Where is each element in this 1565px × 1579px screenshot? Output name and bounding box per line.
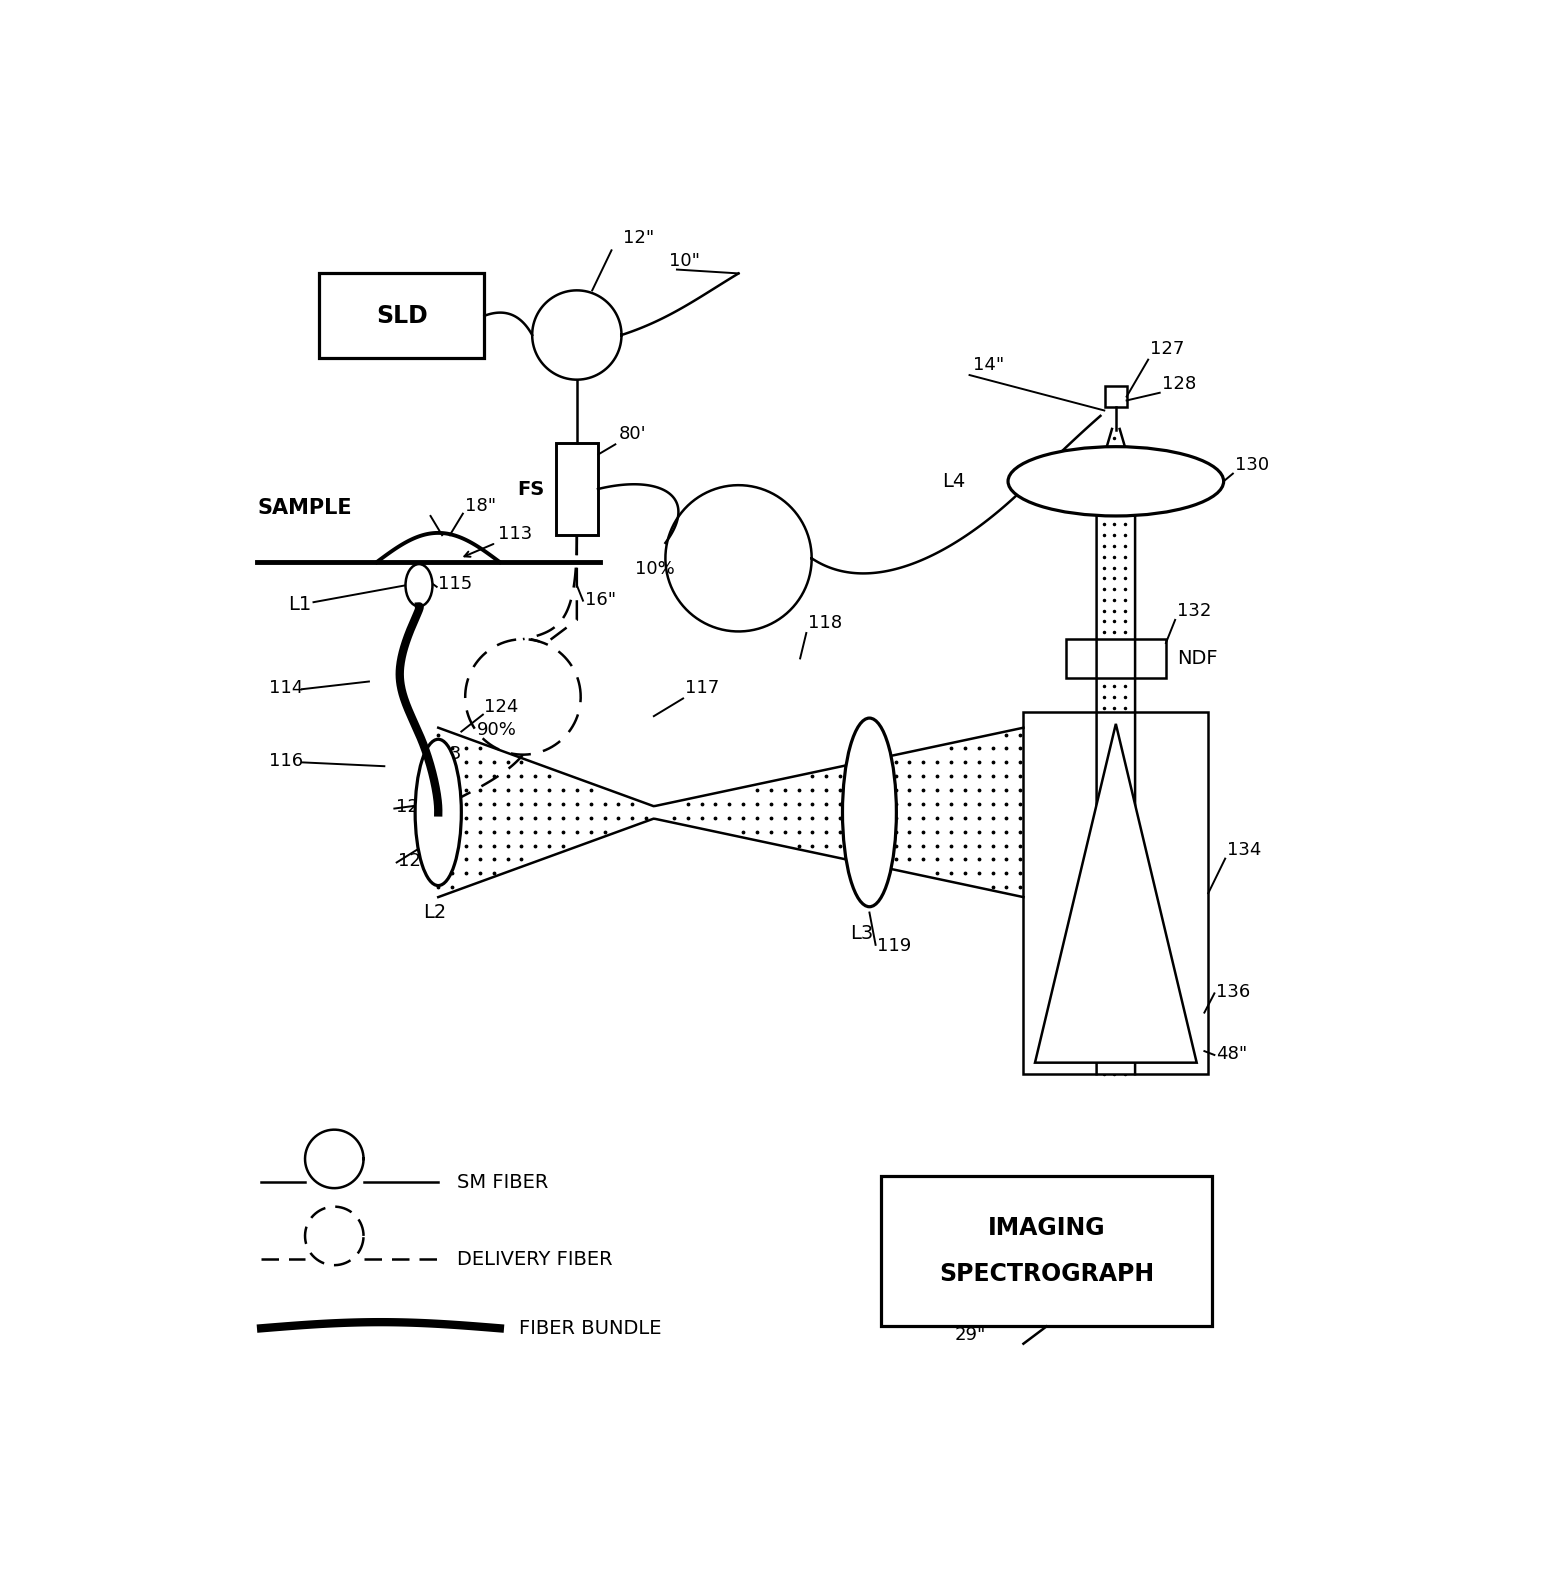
Text: 48": 48" xyxy=(1216,1045,1247,1063)
Text: 114: 114 xyxy=(269,679,304,696)
Text: FS: FS xyxy=(516,480,545,499)
Ellipse shape xyxy=(415,739,462,886)
Text: 29": 29" xyxy=(955,1326,986,1344)
Text: 90%: 90% xyxy=(477,722,516,739)
Bar xyxy=(881,1176,1211,1326)
Text: L2: L2 xyxy=(423,903,446,922)
Text: SPECTROGRAPH: SPECTROGRAPH xyxy=(939,1262,1153,1287)
Text: 10": 10" xyxy=(670,251,700,270)
Bar xyxy=(1024,712,1208,1074)
Text: DELIVERY FIBER: DELIVERY FIBER xyxy=(457,1249,613,1268)
Bar xyxy=(319,273,485,358)
Bar xyxy=(1066,639,1166,677)
Text: 126: 126 xyxy=(398,853,432,870)
Text: SAMPLE: SAMPLE xyxy=(257,499,352,518)
Text: 16": 16" xyxy=(585,591,615,608)
Text: SM FIBER: SM FIBER xyxy=(457,1173,549,1192)
Text: 136: 136 xyxy=(1216,984,1250,1001)
Text: FIBER BUNDLE: FIBER BUNDLE xyxy=(520,1318,662,1337)
Text: SLD: SLD xyxy=(376,303,427,328)
Text: 113: 113 xyxy=(498,526,532,543)
Text: 117: 117 xyxy=(684,679,718,696)
Text: 118: 118 xyxy=(808,614,842,632)
Text: 10%: 10% xyxy=(634,559,675,578)
Ellipse shape xyxy=(842,718,897,906)
Text: 128: 128 xyxy=(1163,374,1196,393)
Text: 134: 134 xyxy=(1227,840,1261,859)
Ellipse shape xyxy=(405,564,432,606)
Bar xyxy=(556,442,598,535)
Text: 18": 18" xyxy=(465,496,496,515)
Text: 14": 14" xyxy=(973,355,1005,374)
Text: 130: 130 xyxy=(1235,456,1269,474)
Text: NDF: NDF xyxy=(1177,649,1218,668)
Bar xyxy=(1105,385,1127,407)
Text: 123: 123 xyxy=(427,745,462,763)
Text: 122: 122 xyxy=(396,799,430,816)
Text: 12": 12" xyxy=(623,229,654,246)
Text: 132: 132 xyxy=(1177,602,1211,621)
Polygon shape xyxy=(1034,723,1197,1063)
Ellipse shape xyxy=(1008,447,1224,516)
Text: L1: L1 xyxy=(288,595,311,614)
Text: L4: L4 xyxy=(942,472,966,491)
Text: 124: 124 xyxy=(485,698,520,717)
Text: 80': 80' xyxy=(620,425,646,444)
Text: IMAGING: IMAGING xyxy=(988,1216,1105,1240)
Text: 116: 116 xyxy=(269,752,304,771)
Text: 119: 119 xyxy=(876,936,911,955)
Text: L3: L3 xyxy=(850,924,873,943)
Text: 127: 127 xyxy=(1150,339,1185,358)
Text: 115: 115 xyxy=(438,575,473,594)
